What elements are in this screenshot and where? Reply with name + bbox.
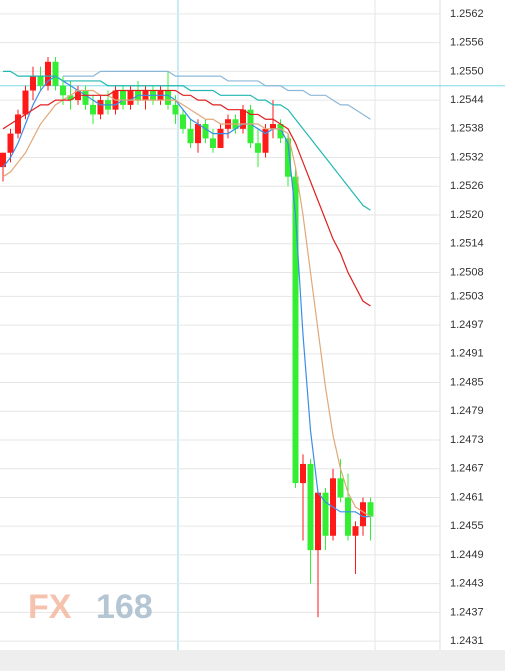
y-tick-label: 1.2532: [450, 151, 484, 163]
y-tick-label: 1.2437: [450, 606, 484, 618]
candle-body: [352, 526, 359, 536]
candle-body: [67, 95, 74, 101]
candle-body: [337, 478, 344, 498]
candle-body: [360, 502, 366, 527]
candle-body: [172, 104, 179, 115]
y-tick-label: 1.2431: [450, 635, 484, 647]
candle-body: [30, 76, 36, 91]
y-tick-label: 1.2514: [450, 238, 484, 250]
moving-average-line: [2, 89, 371, 518]
y-tick-label: 1.2503: [450, 290, 484, 302]
y-tick-label: 1.2562: [450, 8, 484, 20]
candle-body: [82, 90, 89, 105]
watermark-suffix: 168: [96, 588, 153, 626]
candle-body: [255, 143, 261, 153]
candle-body: [7, 133, 14, 153]
candle-body: [60, 85, 66, 96]
candle-body: [315, 492, 321, 551]
y-tick-label: 1.2556: [450, 37, 484, 49]
moving-average-line: [63, 70, 371, 120]
y-tick-label: 1.2538: [450, 123, 484, 135]
y-tick-label: 1.2520: [450, 209, 484, 221]
candle-body: [90, 104, 96, 115]
y-tick-label: 1.2443: [450, 578, 484, 590]
candle-body: [300, 463, 306, 484]
y-tick-label: 1.2485: [450, 376, 484, 388]
y-tick-label: 1.2455: [450, 520, 484, 532]
watermark-prefix: FX: [28, 588, 72, 626]
candle-body: [292, 176, 299, 484]
candle-body: [367, 502, 374, 517]
moving-average-line: [3, 70, 371, 211]
y-tick-label: 1.2479: [450, 405, 484, 417]
candle-body: [277, 124, 284, 139]
candle-body: [217, 128, 224, 148]
candle-body: [210, 138, 216, 148]
y-tick-label: 1.2449: [450, 549, 484, 561]
moving-average-line: [2, 89, 371, 307]
candle-body: [22, 90, 29, 115]
y-tick-label: 1.2550: [450, 65, 484, 77]
y-tick-label: 1.2526: [450, 180, 484, 192]
candle-body: [345, 497, 351, 536]
candle-body: [270, 124, 276, 129]
footer-strip: [0, 650, 505, 671]
moving-average-line: [2, 75, 371, 518]
candle-body: [195, 124, 201, 144]
y-tick-label: 1.2508: [450, 266, 484, 278]
candle-body: [285, 138, 291, 177]
candle-body: [97, 100, 104, 115]
candle-body: [247, 109, 254, 144]
candle-body: [52, 61, 59, 86]
candle-body: [0, 152, 6, 168]
y-tick-label: 1.2473: [450, 434, 484, 446]
candle-body: [120, 90, 126, 105]
candle-body: [37, 76, 44, 86]
candle-body: [307, 463, 314, 551]
y-tick-label: 1.2467: [450, 463, 484, 475]
plot: [0, 13, 505, 642]
y-tick-label: 1.2497: [450, 319, 484, 331]
candle-body: [180, 114, 186, 129]
candle-body: [240, 109, 246, 129]
candle-body: [322, 492, 329, 536]
candle-body: [45, 61, 51, 86]
y-tick-label: 1.2544: [450, 94, 484, 106]
candle-body: [165, 90, 171, 105]
y-tick-label: 1.2461: [450, 491, 484, 503]
candle-body: [202, 124, 209, 139]
candle-body: [127, 90, 134, 105]
y-tick-label: 1.2491: [450, 348, 484, 360]
candle-body: [262, 128, 269, 153]
candle-body: [15, 114, 21, 134]
candle-body: [187, 128, 194, 144]
